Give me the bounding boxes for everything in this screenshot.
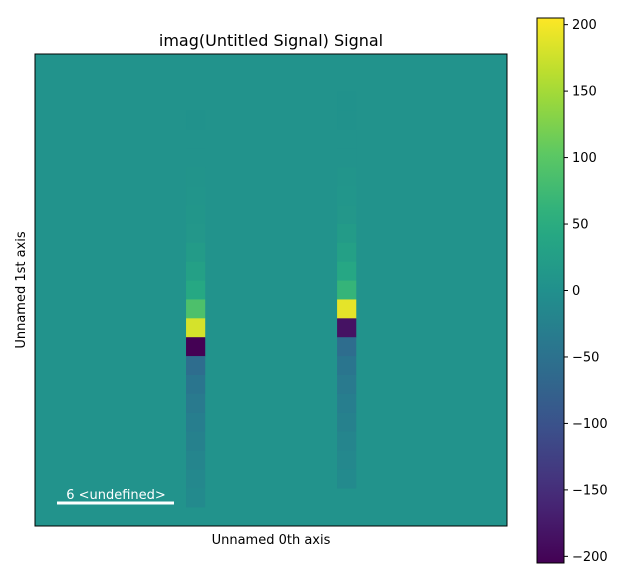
heatmap-cell: [186, 167, 206, 187]
heatmap-cell: [186, 356, 206, 376]
heatmap-cell: [186, 261, 206, 281]
heatmap-cell: [337, 299, 357, 319]
heatmap-cell: [337, 167, 357, 187]
heatmap-cell: [186, 318, 206, 338]
heatmap-cell: [337, 129, 357, 149]
heatmap-cell: [186, 148, 206, 168]
heatmap-cell: [337, 280, 357, 300]
chart-title: imag(Untitled Signal) Signal: [159, 31, 383, 50]
heatmap-cell: [337, 148, 357, 168]
heatmap-cell: [337, 450, 357, 470]
heatmap-cell: [337, 242, 357, 262]
plot-frame: [34, 53, 508, 527]
colorbar-tick-label: 150: [572, 85, 597, 100]
colorbar-tick-label: 0: [572, 284, 580, 299]
heatmap-cell: [186, 186, 206, 206]
colorbar-gradient: [536, 17, 565, 564]
heatmap-cell: [186, 223, 206, 244]
heatmap-cell: [186, 469, 206, 489]
heatmap-cell: [337, 356, 357, 376]
y-axis-label: Unnamed 1st axis: [14, 231, 29, 349]
heatmap-cell: [337, 337, 357, 357]
heatmap-cell: [186, 393, 206, 414]
heatmap-cell: [186, 242, 206, 262]
heatmap-cell: [337, 261, 357, 281]
colorbar: 200 150 100 50 0 −50 −100 −150 −200: [536, 17, 608, 565]
colorbar-tick-label: 100: [572, 151, 597, 166]
heatmap-plot: [35, 54, 507, 526]
colorbar-tick-label: 200: [572, 18, 597, 33]
heatmap-cell: [337, 393, 357, 414]
heatmap-cell: [337, 186, 357, 206]
colorbar-tick-label: −100: [572, 417, 608, 432]
heatmap-cell: [337, 469, 357, 489]
heatmap-cell: [186, 337, 206, 357]
heatmap-cell: [337, 110, 357, 130]
heatmap-cell: [186, 129, 206, 149]
heatmap-cell: [337, 91, 357, 111]
heatmap-cell: [186, 110, 206, 130]
colorbar-tick-label: −200: [572, 550, 608, 565]
heatmap-cell: [337, 205, 357, 225]
heatmap-cell: [186, 431, 206, 451]
heatmap-cell: [337, 223, 357, 244]
heatmap-cell: [186, 488, 206, 508]
heatmap-cell: [186, 205, 206, 225]
heatmap-cell: [337, 412, 357, 432]
heatmap-cell: [186, 450, 206, 470]
heatmap-cell: [337, 374, 357, 395]
heatmap-cell: [186, 374, 206, 395]
heatmap-cell: [186, 299, 206, 319]
heatmap-background: [35, 54, 507, 526]
colorbar-tick-label: −50: [572, 350, 599, 365]
scale-bar-label: 6 <undefined>: [66, 488, 166, 503]
colorbar-tick-label: 50: [572, 218, 589, 233]
heatmap-cell: [186, 280, 206, 300]
x-axis-label: Unnamed 0th axis: [212, 533, 331, 548]
heatmap-cell: [337, 431, 357, 451]
heatmap-cell: [337, 318, 357, 338]
colorbar-tick-label: −150: [572, 483, 608, 498]
heatmap-cell: [186, 412, 206, 432]
